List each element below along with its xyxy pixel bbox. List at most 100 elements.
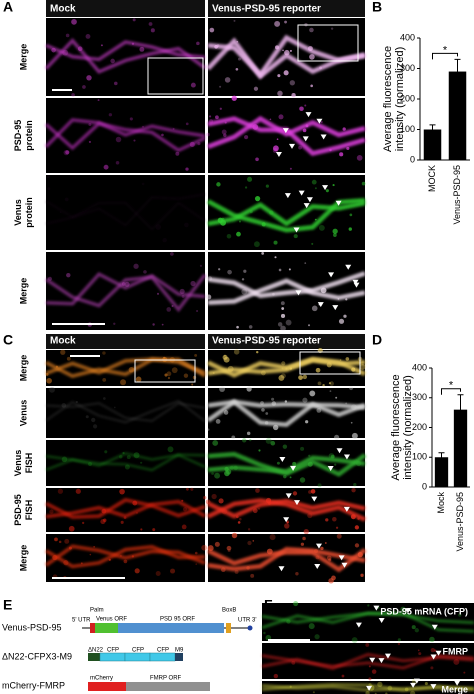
puncta bbox=[274, 256, 277, 259]
puncta bbox=[265, 437, 272, 444]
puncta bbox=[82, 521, 85, 525]
puncta bbox=[203, 495, 207, 500]
puncta bbox=[311, 242, 314, 245]
arrowhead bbox=[311, 496, 318, 502]
puncta bbox=[359, 363, 366, 370]
arrowhead bbox=[410, 682, 417, 688]
dendrite bbox=[261, 652, 474, 670]
puncta bbox=[64, 197, 69, 202]
puncta bbox=[108, 113, 113, 117]
puncta bbox=[365, 643, 370, 647]
puncta bbox=[349, 213, 353, 217]
puncta bbox=[250, 573, 255, 578]
puncta bbox=[227, 548, 231, 553]
puncta bbox=[246, 566, 250, 570]
puncta bbox=[102, 518, 107, 523]
puncta bbox=[122, 451, 125, 455]
puncta bbox=[424, 682, 428, 686]
puncta bbox=[286, 521, 289, 524]
puncta bbox=[320, 287, 327, 294]
puncta bbox=[351, 637, 358, 644]
construct-name: ΔN22-CFPX3-M9 bbox=[2, 651, 72, 661]
puncta bbox=[233, 349, 240, 355]
puncta bbox=[270, 440, 276, 446]
puncta bbox=[191, 383, 194, 386]
puncta bbox=[148, 22, 153, 26]
row-label: Merge bbox=[18, 545, 28, 572]
puncta bbox=[278, 374, 285, 381]
arrowhead bbox=[335, 200, 342, 206]
puncta bbox=[211, 493, 217, 500]
puncta bbox=[430, 666, 434, 670]
puncta bbox=[371, 669, 377, 674]
puncta bbox=[82, 85, 86, 89]
x-tick-label: Mock bbox=[436, 492, 446, 514]
puncta bbox=[139, 46, 145, 52]
puncta bbox=[231, 532, 238, 539]
puncta bbox=[309, 27, 314, 33]
arrowhead bbox=[293, 227, 300, 233]
puncta bbox=[351, 432, 358, 439]
construct-label: BoxB bbox=[222, 608, 236, 614]
puncta bbox=[52, 555, 58, 561]
puncta bbox=[255, 488, 260, 493]
puncta bbox=[295, 572, 299, 576]
micrograph bbox=[208, 440, 365, 486]
puncta bbox=[64, 538, 70, 544]
construct-name: mCherry-FMRP bbox=[2, 680, 65, 690]
puncta bbox=[183, 373, 189, 378]
puncta bbox=[312, 691, 315, 694]
puncta bbox=[286, 619, 291, 624]
error-bar bbox=[457, 394, 464, 425]
puncta bbox=[249, 438, 252, 442]
puncta bbox=[219, 386, 226, 393]
puncta bbox=[206, 132, 210, 137]
puncta bbox=[260, 370, 266, 376]
arrowhead bbox=[279, 456, 286, 462]
construct-label: PSD 95 ORF bbox=[160, 617, 195, 623]
puncta bbox=[241, 278, 245, 281]
x-tick-label: Venus-PSD-95 bbox=[452, 165, 462, 225]
puncta bbox=[254, 195, 261, 202]
significance: * bbox=[443, 44, 448, 56]
puncta bbox=[223, 356, 230, 363]
puncta bbox=[329, 148, 332, 152]
significance-bracket bbox=[432, 52, 458, 60]
puncta bbox=[184, 222, 189, 228]
puncta bbox=[417, 649, 420, 652]
puncta bbox=[367, 604, 370, 607]
y-tick-label: 0 bbox=[422, 481, 427, 491]
puncta bbox=[113, 81, 118, 86]
puncta bbox=[142, 125, 145, 128]
inset-box bbox=[134, 359, 196, 383]
puncta bbox=[207, 276, 213, 281]
puncta bbox=[161, 133, 164, 137]
dendrite bbox=[45, 357, 206, 376]
puncta bbox=[218, 268, 221, 271]
puncta bbox=[280, 301, 285, 306]
inset-box bbox=[297, 24, 359, 62]
puncta bbox=[197, 142, 201, 146]
puncta bbox=[115, 136, 122, 143]
arrowhead bbox=[283, 517, 290, 523]
puncta bbox=[166, 371, 172, 377]
puncta bbox=[410, 690, 416, 694]
puncta bbox=[231, 435, 236, 440]
puncta bbox=[243, 269, 247, 273]
micrograph bbox=[208, 534, 365, 582]
puncta bbox=[317, 381, 322, 386]
puncta bbox=[257, 507, 261, 510]
puncta bbox=[325, 189, 329, 193]
puncta bbox=[170, 568, 176, 574]
puncta bbox=[342, 127, 346, 131]
puncta bbox=[231, 95, 237, 101]
puncta bbox=[209, 27, 215, 33]
construct-label: CFP bbox=[157, 648, 169, 654]
puncta bbox=[246, 386, 252, 392]
panel-label: D bbox=[372, 332, 382, 348]
puncta bbox=[233, 465, 238, 471]
puncta bbox=[307, 461, 313, 467]
puncta bbox=[209, 115, 212, 118]
puncta bbox=[129, 117, 133, 121]
